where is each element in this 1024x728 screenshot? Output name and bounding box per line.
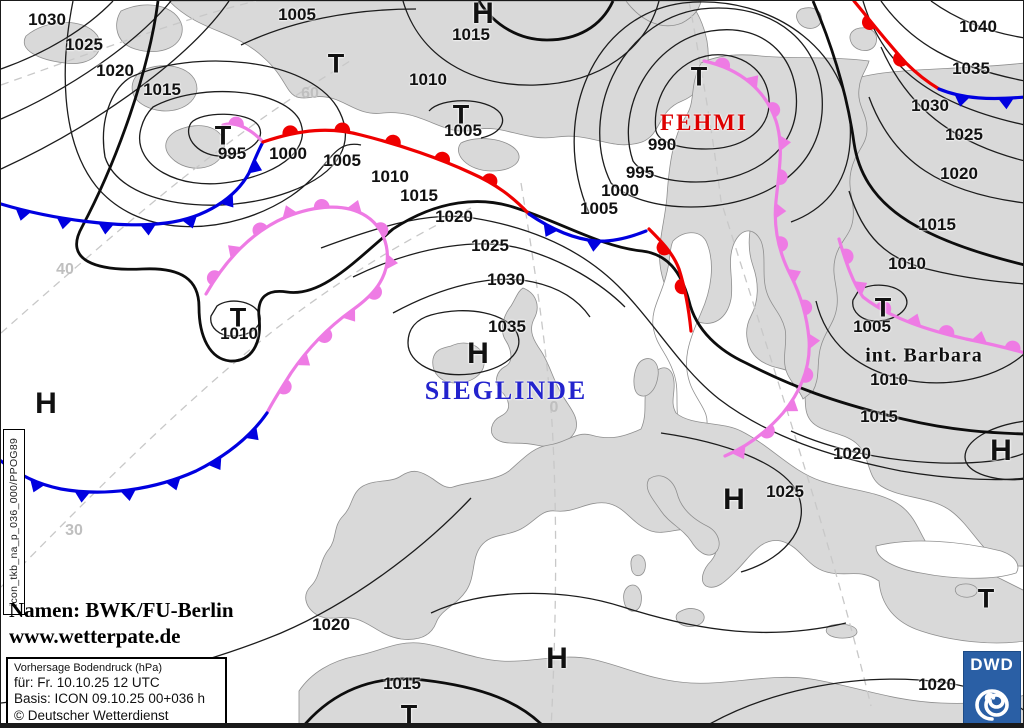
grid-label: 40: [56, 261, 74, 278]
sea-black-sea: [875, 540, 1019, 579]
land-sicily: [675, 608, 705, 627]
land-uk: [491, 287, 577, 447]
pressure-label: 1000: [269, 144, 307, 163]
forecast-info-box: Vorhersage Bodendruck (hPa) für: Fr. 10.…: [6, 657, 227, 723]
pressure-label: 1015: [143, 80, 181, 99]
pressure-label: 1015: [918, 215, 956, 234]
pressure-label: 995: [625, 163, 655, 182]
high-marker: H: [35, 387, 57, 420]
info-copyright: © Deutscher Wetterdienst: [14, 707, 169, 723]
pressure-label: 1035: [488, 317, 526, 336]
pressure-label: 1020: [918, 675, 956, 694]
low-marker: T: [452, 99, 470, 130]
pressure-label: 1030: [28, 10, 66, 29]
land-sardinia: [623, 584, 642, 612]
pressure-label: 1020: [435, 207, 473, 226]
pressure-label: 1020: [833, 444, 871, 463]
system-name: FEHMI: [660, 110, 748, 135]
low-marker: T: [327, 48, 345, 79]
land-ireland: [432, 342, 485, 384]
info-model-basis: Basis: ICON 09.10.25 00+036 h: [14, 691, 205, 707]
credits-url[interactable]: www.wetterpate.de: [9, 624, 181, 649]
pressure-label: 1010: [870, 370, 908, 389]
pressure-label: 1015: [383, 674, 421, 693]
pressure-label: 1005: [278, 5, 316, 24]
dwd-spiral-icon: [975, 689, 1009, 721]
pressure-label: 1020: [96, 61, 134, 80]
system-name: int. Barbara: [865, 344, 983, 367]
land-italy: [646, 475, 720, 556]
pressure-label: 1005: [323, 151, 361, 170]
low-marker: T: [214, 120, 232, 151]
warm-front-north-atlantic: [261, 128, 531, 216]
land-arctic-island: [131, 65, 198, 112]
land-denmark: [633, 358, 659, 397]
pressure-label: 1020: [312, 615, 350, 634]
land-arctic-island: [23, 21, 101, 65]
high-marker: H: [467, 337, 489, 370]
low-marker: T: [977, 583, 995, 614]
land-layer: [23, 1, 1023, 723]
low-marker: T: [400, 699, 418, 728]
front-decorations: [15, 15, 1021, 503]
pressure-label: 1005: [853, 317, 891, 336]
pressure-label: 1020: [940, 164, 978, 183]
pressure-label: 1030: [487, 270, 525, 289]
pressure-label: 1000: [601, 181, 639, 200]
dwd-logo-text: DWD: [970, 655, 1014, 674]
cold-front-southwest: [1, 411, 269, 494]
info-title: Vorhersage Bodendruck (hPa): [14, 662, 162, 674]
pressure-label: 1005: [580, 199, 618, 218]
low-marker: T: [874, 292, 892, 323]
pressure-label: 1025: [945, 125, 983, 144]
land-iceland: [458, 138, 520, 172]
grid-label: 0: [549, 399, 559, 416]
pressure-label: 1035: [952, 59, 990, 78]
land-island-small: [849, 27, 877, 52]
pressure-label: 995: [217, 144, 247, 163]
warm-front-sweden: [647, 227, 693, 333]
low-marker: T: [690, 61, 708, 92]
grid-label: 60: [301, 85, 319, 102]
pressure-label: 1040: [959, 17, 997, 36]
system-name: SIEGLINDE: [424, 376, 588, 405]
cold-front-arctic: [937, 87, 1023, 101]
land-cyprus: [954, 583, 978, 598]
high-marker: H: [723, 483, 745, 516]
land-corsica: [630, 554, 646, 577]
high-marker: H: [546, 642, 568, 675]
pressure-label: 1010: [220, 324, 258, 343]
pressure-label: 1025: [65, 35, 103, 54]
dwd-logo: DWD: [963, 651, 1021, 723]
pressure-label: 1015: [452, 25, 490, 44]
product-code-box: icon_tkb_na_p_036_000/PPOG89: [3, 429, 25, 615]
info-valid-time: für: Fr. 10.10.25 12 UTC: [14, 675, 160, 690]
pressure-label: 1010: [409, 70, 447, 89]
pressure-label: 990: [647, 135, 677, 154]
high-marker: H: [472, 0, 494, 30]
grid-label: 30: [65, 522, 83, 539]
low-marker: T: [229, 302, 247, 333]
sea-baltic: [652, 232, 712, 442]
pressure-label: 1015: [400, 186, 438, 205]
land-north-africa: [298, 642, 1023, 723]
pressure-label: 1015: [860, 407, 898, 426]
land-svalbard: [625, 1, 702, 27]
pressure-label: 1025: [766, 482, 804, 501]
pressure-label: 1005: [444, 121, 482, 140]
land-crete: [825, 623, 858, 639]
pressure-label: 1010: [371, 167, 409, 186]
occluded-front-barbara: [837, 237, 1023, 355]
high-marker: H: [990, 434, 1012, 467]
pressure-label: 1025: [471, 236, 509, 255]
product-code: icon_tkb_na_p_036_000/PPOG89: [8, 437, 20, 607]
pressure-label: 1010: [888, 254, 926, 273]
credits: Namen: BWK/FU-Berlin www.wetterpate.de: [9, 597, 234, 650]
credits-names: Namen: BWK/FU-Berlin: [9, 598, 234, 622]
pressure-label: 1030: [911, 96, 949, 115]
